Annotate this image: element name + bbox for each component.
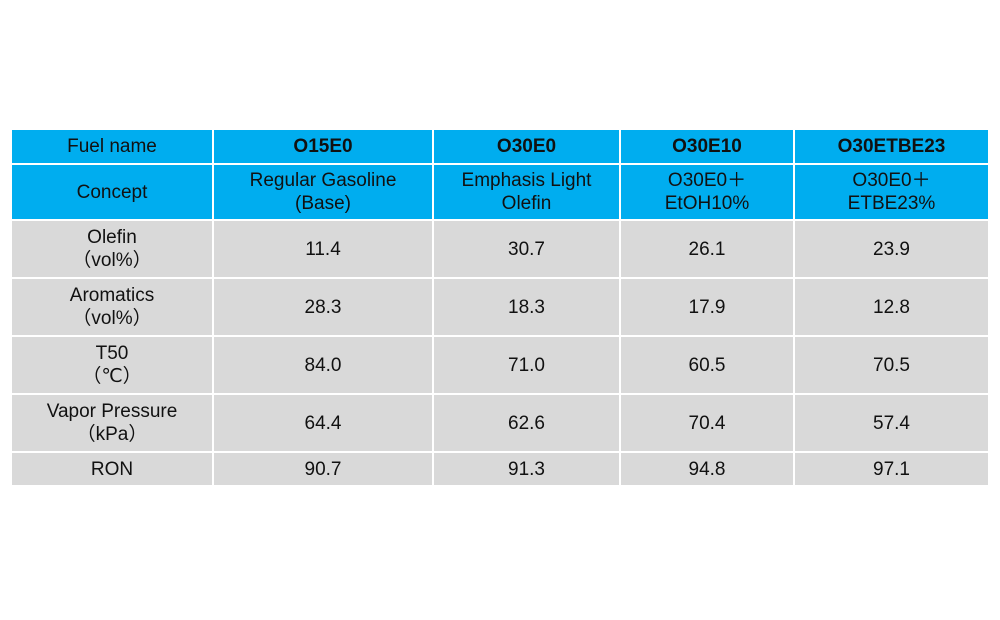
value-cell: 94.8	[619, 451, 795, 487]
value-cell: 11.4	[212, 219, 434, 279]
row-unit: （vol%）	[72, 250, 152, 271]
value-cell: 71.0	[432, 335, 621, 395]
value-cell: 64.4	[212, 393, 434, 453]
fuel-column-header: O15E0	[212, 128, 434, 165]
row-label-cell: Aromatics （vol%）	[10, 277, 214, 337]
concept-cell: O30E0＋ ETBE23%	[793, 163, 990, 221]
value-cell: 70.4	[619, 393, 795, 453]
value-cell: 23.9	[793, 219, 990, 279]
value-cell: 18.3	[432, 277, 621, 337]
concept-line: O30E0＋	[667, 170, 747, 191]
value-cell: 57.4	[793, 393, 990, 453]
value-cell: 26.1	[619, 219, 795, 279]
row-unit: （℃）	[82, 366, 142, 387]
row-unit: （kPa）	[76, 424, 148, 445]
row-label: Olefin	[87, 227, 137, 248]
row-label-cell: RON	[10, 451, 214, 487]
concept-line: Olefin	[501, 193, 552, 214]
table-body: Olefin （vol%） 11.4 30.7 26.1 23.9 Aromat…	[10, 219, 990, 487]
concept-line: EtOH10%	[664, 193, 750, 214]
fuel-column-header: O30E10	[619, 128, 795, 165]
fuel-properties-table: Fuel name O15E0 O30E0 O30E10 O30ETBE23 C…	[10, 128, 990, 487]
value-cell: 60.5	[619, 335, 795, 395]
row-label: T50	[95, 343, 129, 364]
fuel-name-header: Fuel name	[10, 128, 214, 165]
fuel-column-header: O30ETBE23	[793, 128, 990, 165]
table-row-olefin: Olefin （vol%） 11.4 30.7 26.1 23.9	[10, 219, 990, 279]
table-row-ron: RON 90.7 91.3 94.8 97.1	[10, 451, 990, 487]
value-cell: 12.8	[793, 277, 990, 337]
fuel-column-header: O30E0	[432, 128, 621, 165]
fuel-name-row: Fuel name O15E0 O30E0 O30E10 O30ETBE23	[10, 128, 990, 165]
concept-line: Emphasis Light	[461, 170, 592, 191]
row-label-cell: Vapor Pressure （kPa）	[10, 393, 214, 453]
concept-cell: O30E0＋ EtOH10%	[619, 163, 795, 221]
value-cell: 62.6	[432, 393, 621, 453]
concept-cell: Emphasis Light Olefin	[432, 163, 621, 221]
value-cell: 70.5	[793, 335, 990, 395]
value-cell: 84.0	[212, 335, 434, 395]
value-cell: 97.1	[793, 451, 990, 487]
concept-line: O30E0＋	[852, 170, 931, 191]
table-row-vapor-pressure: Vapor Pressure （kPa） 64.4 62.6 70.4 57.4	[10, 393, 990, 453]
value-cell: 28.3	[212, 277, 434, 337]
concept-cell: Regular Gasoline (Base)	[212, 163, 434, 221]
concept-header: Concept	[10, 163, 214, 221]
concept-line: Regular Gasoline	[249, 170, 397, 191]
value-cell: 90.7	[212, 451, 434, 487]
table-header: Fuel name O15E0 O30E0 O30E10 O30ETBE23 C…	[10, 128, 990, 221]
concept-line: (Base)	[295, 193, 351, 214]
concept-line: ETBE23%	[847, 193, 936, 214]
value-cell: 17.9	[619, 277, 795, 337]
row-label-cell: Olefin （vol%）	[10, 219, 214, 279]
row-unit: （vol%）	[72, 308, 152, 329]
concept-row: Concept Regular Gasoline (Base) Emphasis…	[10, 163, 990, 221]
table-row-aromatics: Aromatics （vol%） 28.3 18.3 17.9 12.8	[10, 277, 990, 337]
row-label: RON	[90, 458, 134, 480]
value-cell: 91.3	[432, 451, 621, 487]
table-row-t50: T50 （℃） 84.0 71.0 60.5 70.5	[10, 335, 990, 395]
row-label-cell: T50 （℃）	[10, 335, 214, 395]
row-label: Aromatics	[69, 285, 155, 306]
value-cell: 30.7	[432, 219, 621, 279]
row-label: Vapor Pressure	[46, 401, 178, 422]
